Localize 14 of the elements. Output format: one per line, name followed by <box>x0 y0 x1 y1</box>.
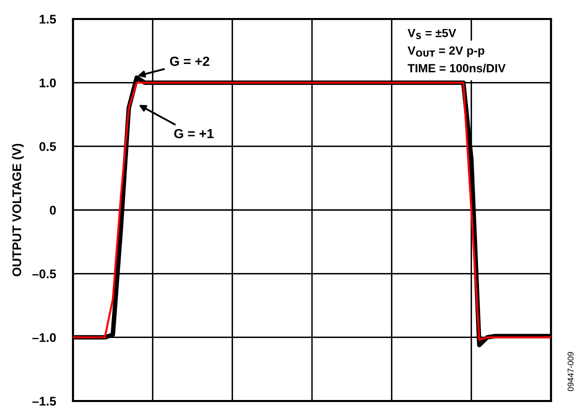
text: 09447-009 <box>568 352 574 392</box>
y-tick-label: 1.5 <box>40 14 56 24</box>
annotation: TIME = 100ns/DIV <box>408 64 506 72</box>
y-tick-label: 1.0 <box>40 78 56 88</box>
y-tick-label: 0.5 <box>39 142 56 151</box>
y-axis-title: OUTPUT VOLTAGE (V) <box>12 144 24 276</box>
annotation: G = +2 <box>170 56 210 66</box>
annotation: V$_{OUT}$ = 2V p-p <box>408 46 484 58</box>
annotation: V$_{S}$ = ±5V <box>408 28 456 40</box>
annotation: G = +1 <box>174 128 214 138</box>
y-tick-label: –1.5 <box>32 396 56 406</box>
y-tick-label: –1.0 <box>32 333 56 342</box>
y-tick-label: –0.5 <box>32 269 56 278</box>
y-tick-label: 0 <box>50 206 56 215</box>
